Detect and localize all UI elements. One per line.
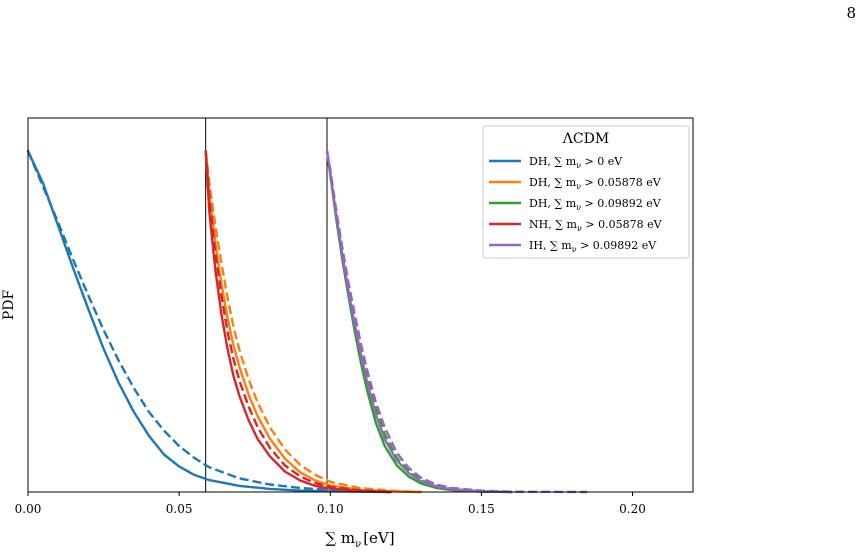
x-tick-label-1: 0.05 [166,502,193,516]
threshold-lines [205,118,328,492]
series-line-1 [26,150,391,494]
legend-title: ΛCDM [562,131,609,147]
x-tick-label-4: 0.20 [619,502,646,516]
x-axis-label: ∑ mν [eV] [325,529,394,550]
series-line-2 [204,149,423,494]
series-lines [26,149,588,494]
x-axis-ticks: 0.00 0.05 0.10 0.15 0.20 [15,492,646,516]
y-axis-label: PDF [1,290,17,321]
legend-label-3: NH, ∑ mν > 0.05878 eV [529,218,663,233]
x-tick-label-3: 0.15 [468,502,495,516]
page-number: 8 [846,4,856,22]
x-tick-label-2: 0.10 [317,502,344,516]
legend-label-1: DH, ∑ mν > 0.05878 eV [529,176,662,191]
legend-label-2: DH, ∑ mν > 0.09892 eV [529,197,662,212]
series-line-9 [325,150,588,494]
legend: ΛCDM DH, ∑ mν > 0 eV DH, ∑ mν > 0.05878 eV… [482,125,690,259]
plot-frame [27,117,694,493]
legend-label-4: IH, ∑ mν > 0.09892 eV [529,239,657,254]
legend-frame [482,125,690,259]
series-line-0 [26,149,392,494]
series-line-5 [204,150,391,494]
series-line-3 [204,150,422,494]
legend-label-0: DH, ∑ mν > 0 eV [529,155,623,170]
x-tick-label-0: 0.00 [15,502,42,516]
series-line-4 [204,149,392,494]
